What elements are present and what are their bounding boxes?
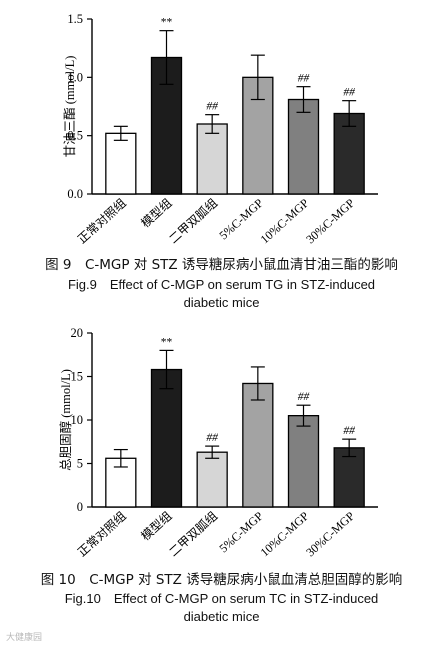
significance-marker: ## — [298, 391, 310, 403]
bar — [150, 368, 183, 508]
figure-10-caption-en: Fig.10 Effect of C-MGP on serum TC in ST… — [0, 590, 443, 626]
figure-10: 0 5 10 15 20 总胆固醇 (mmol/L) 正常对照组 ** 模型组 ## 二甲双胍组 5%… — [0, 318, 443, 566]
y-tick-label: 15 — [71, 370, 84, 384]
x-tick-label: 二甲双胍组 — [166, 195, 221, 246]
bar — [242, 382, 274, 508]
x-tick-label: 30%C-MGP — [303, 509, 357, 560]
bar — [196, 123, 228, 195]
tg-bar-chart: 0.0 0.5 1.0 1.5 甘油三酯 (mmol/L) 正常对照组 ** 模型组 ## 二甲双… — [63, 12, 378, 247]
x-tick-label: 正常对照组 — [75, 509, 129, 560]
figure-10-caption-cn: 图 10 C-MGP 对 STZ 诱导糖尿病小鼠血清总胆固醇的影响 — [40, 572, 403, 588]
figure-9-caption-en-line-2: diabetic mice — [183, 295, 260, 310]
significance-marker: ## — [206, 101, 218, 113]
figure-9-caption-cn: 图 9 C-MGP 对 STZ 诱导糖尿病小鼠血清甘油三酯的影响 — [45, 257, 398, 273]
bar — [105, 132, 137, 195]
significance-marker: ** — [161, 17, 173, 29]
y-tick-label: 10 — [71, 413, 84, 427]
bar — [333, 447, 365, 508]
bar — [287, 98, 320, 195]
x-tick-label: 模型组 — [138, 196, 174, 231]
figure-10-caption-en-line-1: Fig.10 Effect of C-MGP on serum TC in ST… — [64, 591, 379, 606]
y-axis-label: 甘油三酯 (mmol/L) — [63, 56, 77, 158]
y-tick-label: 0 — [77, 500, 83, 514]
x-tick-label: 10%C-MGP — [258, 509, 312, 560]
y-tick-label: 0.5 — [67, 129, 83, 143]
x-tick-label: 正常对照组 — [75, 196, 129, 247]
y-axis-label: 总胆固醇 (mmol/L) — [58, 369, 73, 471]
watermark: 大健康园 — [6, 633, 43, 643]
significance-marker: ** — [161, 336, 173, 348]
significance-marker: ## — [206, 432, 218, 444]
y-tick-label: 0.0 — [67, 187, 83, 201]
y-tick-label: 1.0 — [67, 70, 83, 84]
x-tick-label: 10%C-MGP — [258, 196, 312, 247]
x-tick-label: 30%C-MGP — [303, 196, 357, 247]
y-tick-label: 20 — [71, 326, 84, 340]
y-tick-label: 5 — [77, 457, 83, 471]
figure-9: 0.0 0.5 1.0 1.5 甘油三酯 (mmol/L) 正常对照组 ** 模型组 ## 二甲双… — [0, 0, 443, 250]
y-tick-label: 1.5 — [67, 12, 83, 26]
significance-marker: ## — [343, 87, 355, 99]
x-tick-label: 二甲双胍组 — [166, 508, 221, 559]
figure-9-caption-en: Fig.9 Effect of C-MGP on serum TG in STZ… — [0, 276, 443, 312]
bar — [242, 76, 274, 195]
figure-10-caption-en-line-2: diabetic mice — [183, 609, 260, 624]
bar — [287, 415, 320, 508]
significance-marker: ## — [343, 425, 355, 437]
figure-9-caption-en-line-1: Fig.9 Effect of C-MGP on serum TG in STZ… — [67, 277, 376, 292]
x-tick-label: 模型组 — [138, 509, 174, 544]
bar — [196, 451, 228, 508]
significance-marker: ## — [298, 73, 310, 85]
